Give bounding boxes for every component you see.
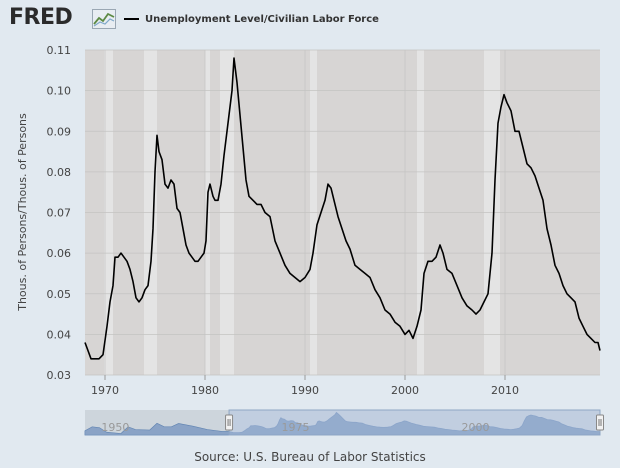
navigator-label: 1975 bbox=[281, 421, 309, 434]
legend-label: Unemployment Level/Civilian Labor Force bbox=[145, 13, 379, 25]
y-tick-label: 0.09 bbox=[47, 125, 72, 138]
y-tick-label: 0.03 bbox=[47, 369, 72, 382]
x-tick-label: 2010 bbox=[491, 384, 519, 397]
series-line bbox=[84, 57, 601, 360]
x-tick-label: 1970 bbox=[91, 384, 119, 397]
legend: Unemployment Level/Civilian Labor Force bbox=[124, 11, 379, 27]
x-tick-label: 2000 bbox=[391, 384, 419, 397]
chart-header: FRED Unemployment Level/Civilian Labor F… bbox=[0, 0, 620, 36]
navigator-left-handle[interactable] bbox=[225, 414, 234, 431]
navigator-right-handle[interactable] bbox=[596, 414, 604, 431]
navigator-area-overlay bbox=[85, 412, 600, 435]
fred-logo[interactable]: FRED bbox=[9, 5, 73, 30]
y-axis-label: Thous. of Persons/Thous. of Persons bbox=[16, 113, 29, 312]
x-tick-label: 1980 bbox=[191, 384, 219, 397]
y-tick-label: 0.07 bbox=[47, 207, 72, 220]
line-chart-icon bbox=[92, 9, 116, 29]
navigator-label: 1950 bbox=[101, 421, 129, 434]
y-tick-label: 0.04 bbox=[47, 328, 72, 341]
unemployment-chart: 0.03 0.04 0.05 0.06 0.07 0.08 0.09 0.10 0.11 197… bbox=[16, 44, 604, 436]
range-navigator[interactable]: 1950 1975 2000 bbox=[84, 409, 604, 436]
source-note: Source: U.S. Bureau of Labor Statistics bbox=[194, 450, 426, 464]
y-tick-label: 0.10 bbox=[47, 85, 72, 98]
navigator-label: 2000 bbox=[462, 421, 490, 434]
y-tick-label: 0.05 bbox=[47, 288, 72, 301]
y-tick-label: 0.08 bbox=[47, 166, 72, 179]
y-tick-label: 0.06 bbox=[47, 247, 72, 260]
legend-swatch bbox=[124, 18, 139, 20]
y-tick-label: 0.11 bbox=[47, 44, 72, 57]
x-tick-label: 1990 bbox=[291, 384, 319, 397]
